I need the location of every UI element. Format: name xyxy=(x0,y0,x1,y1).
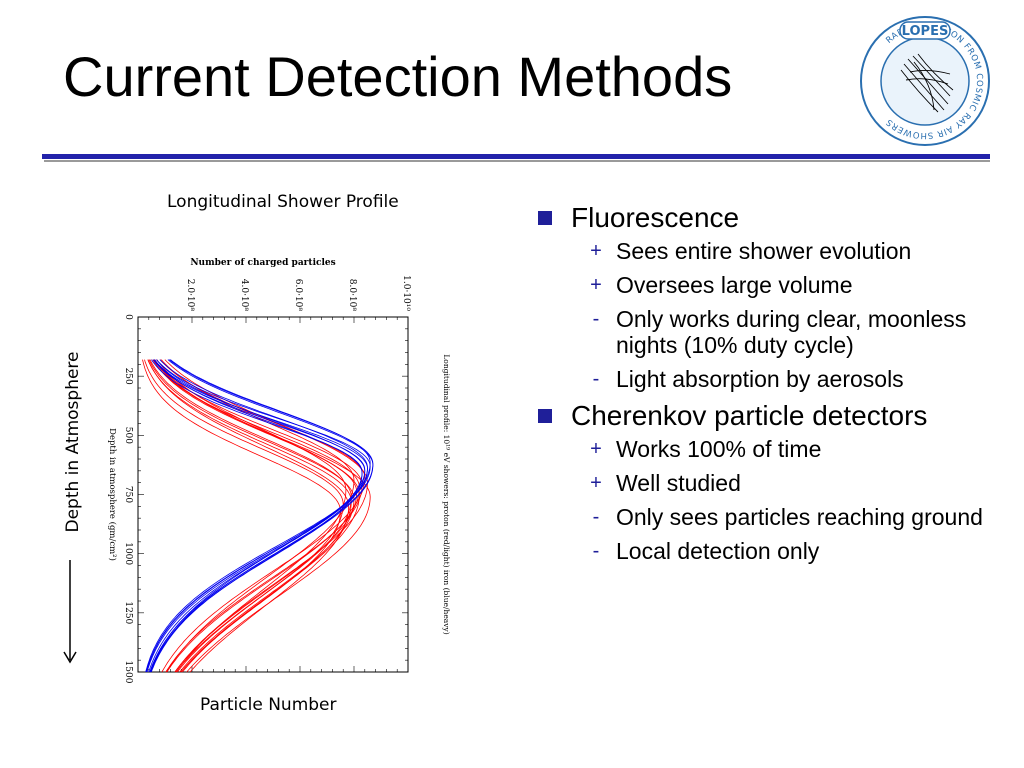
minus-marker: - xyxy=(592,506,600,528)
title-divider-shadow xyxy=(44,160,990,162)
profile-curve xyxy=(149,359,352,673)
profile-curve xyxy=(148,359,355,673)
bullet-text: Fluorescence xyxy=(571,202,740,233)
sub-bullet-item: - Light absorption by aerosols xyxy=(538,366,998,392)
bullet-list: Fluorescence + Sees entire shower evolutio… xyxy=(538,200,998,564)
sub-bullet-item: - Only works during clear, moonless night… xyxy=(538,306,998,358)
profile-curve xyxy=(149,359,366,673)
square-bullet-icon xyxy=(538,409,552,423)
sub-bullet-text: Oversees large volume xyxy=(616,272,853,298)
lopes-logo: RADIO EMISSION FROM COSMIC RAY AIR SHOWE… xyxy=(860,16,990,146)
y-axis-title: Depth in atmosphere (gm/cm²) xyxy=(107,428,118,561)
profile-curve xyxy=(152,359,358,673)
profile-curve xyxy=(148,359,368,673)
bullet-item: Fluorescence xyxy=(538,202,998,234)
sub-bullet-text: Sees entire shower evolution xyxy=(616,238,912,264)
plus-marker: + xyxy=(590,274,602,296)
plus-marker: + xyxy=(590,240,602,262)
sub-bullet-text: Local detection only xyxy=(616,538,820,564)
profile-curve xyxy=(160,359,355,673)
sub-bullet-text: Only sees particles reaching ground xyxy=(616,504,983,530)
figure-caption-bottom: Particle Number xyxy=(200,695,337,715)
slide-title: Current Detection Methods xyxy=(63,45,733,108)
profile-curve xyxy=(146,359,363,673)
arrow-down-icon xyxy=(63,560,77,664)
title-divider xyxy=(42,154,990,159)
x-tick-label: 8.0·10⁸ xyxy=(347,279,357,312)
sub-bullet-text: Works 100% of time xyxy=(616,436,822,462)
y-tick-label: 500 xyxy=(123,427,133,444)
x-tick-label: 4.0·10⁸ xyxy=(239,279,249,312)
x-tick-label: 1.0·10¹⁰ xyxy=(401,275,411,311)
chart-title: Longitudinal profile: 10¹⁹ eV showers: p… xyxy=(442,354,451,634)
y-tick-label: 1000 xyxy=(123,542,133,565)
profile-curve xyxy=(154,359,363,673)
plot-frame xyxy=(137,316,409,673)
profile-curve xyxy=(147,359,352,673)
logo-name: LOPES xyxy=(902,24,949,39)
sub-bullet-text: Only works during clear, moonless nights… xyxy=(616,306,967,358)
sub-bullet-item: + Oversees large volume xyxy=(538,272,998,298)
y-tick-label: 1250 xyxy=(123,601,133,624)
depth-label-text: Depth in Atmosphere xyxy=(63,351,83,533)
bullet-item: Cherenkov particle detectors xyxy=(538,400,998,432)
x-tick-label: 6.0·10⁸ xyxy=(293,279,303,312)
plus-marker: + xyxy=(590,472,602,494)
figure-caption-top: Longitudinal Shower Profile xyxy=(167,192,399,212)
shower-profile-chart: 0 250 500 750 1000 1250 1500 2.0·10⁸ 4.0·10⁸ 6.0·… xyxy=(107,258,451,684)
square-bullet-icon xyxy=(538,211,552,225)
profile-curve xyxy=(147,359,350,673)
sub-bullet-item: - Only sees particles reaching ground xyxy=(538,504,998,530)
y-tick-label: 750 xyxy=(123,486,133,503)
profile-curve xyxy=(142,359,341,673)
minus-marker: - xyxy=(592,308,600,330)
y-tick-label: 1500 xyxy=(123,661,133,684)
y-tick-label: 250 xyxy=(123,368,133,385)
sub-bullet-item: + Well studied xyxy=(538,470,998,496)
plus-marker: + xyxy=(590,438,602,460)
sub-bullet-item: + Sees entire shower evolution xyxy=(538,238,998,264)
profile-curve xyxy=(159,359,366,673)
bullet-text: Cherenkov particle detectors xyxy=(571,400,928,431)
x-tick-label: 2.0·10⁸ xyxy=(185,279,195,312)
sub-bullet-text: Light absorption by aerosols xyxy=(616,366,904,392)
profile-curve xyxy=(156,359,347,673)
y-tick-label: 0 xyxy=(123,314,133,320)
profile-curve xyxy=(145,359,371,673)
sub-bullet-text: Well studied xyxy=(616,470,741,496)
profile-curve xyxy=(149,359,371,673)
profile-curve xyxy=(153,359,371,673)
minus-marker: - xyxy=(592,540,600,562)
x-axis-title: Number of charged particles xyxy=(190,258,335,268)
minus-marker: - xyxy=(592,368,600,390)
profile-curve xyxy=(144,359,344,673)
sub-bullet-item: + Works 100% of time xyxy=(538,436,998,462)
sub-bullet-item: - Local detection only xyxy=(538,538,998,564)
profile-curve xyxy=(150,359,363,673)
profile-curve xyxy=(146,359,366,673)
profile-curve xyxy=(150,359,374,673)
